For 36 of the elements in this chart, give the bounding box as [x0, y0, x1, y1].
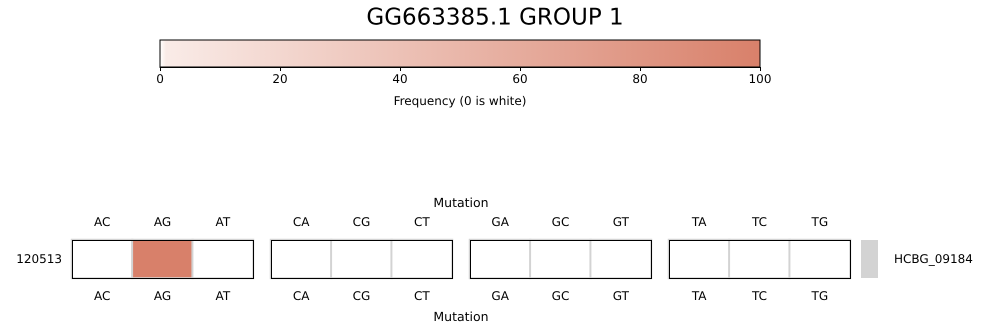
category-label: AC	[94, 215, 110, 229]
category-label: TA	[692, 215, 706, 229]
category-label: AG	[154, 215, 172, 229]
y-tick-label: 120513	[16, 252, 62, 266]
category-label: TC	[752, 215, 768, 229]
category-label: AT	[216, 215, 230, 229]
color-bar-label: 20	[272, 72, 288, 86]
category-label: CT	[414, 215, 430, 229]
chart-title: GG663385.1 GROUP 1	[366, 4, 624, 30]
x-tick-label: TA	[690, 289, 708, 303]
x-tick-label: AC	[94, 289, 110, 303]
x-tick-label: CT	[414, 289, 430, 303]
category-label: CG	[352, 215, 370, 229]
x-tick-label: TG	[810, 289, 828, 303]
color-bar-label: 80	[632, 72, 648, 86]
x-tick-label: AT	[216, 289, 231, 303]
x2-axis-title: Mutation	[433, 195, 489, 210]
category-label: CA	[292, 215, 310, 229]
x-tick-label: CA	[292, 289, 310, 303]
y2-tick-label: HCBG_09184	[894, 252, 973, 266]
x-tick-label: GC	[552, 289, 570, 303]
color-bar-label: 40	[392, 72, 408, 86]
category-label: TG	[812, 215, 828, 229]
category-label: GA	[491, 215, 509, 229]
color-bar-title: Frequency (0 is white)	[394, 94, 526, 108]
x-tick-label: TC	[750, 289, 768, 303]
x-tick-label: AG	[154, 289, 172, 303]
x-axis-title: Mutation	[433, 309, 489, 324]
category-label: GT	[612, 215, 629, 229]
color-bar-label: 60	[512, 72, 528, 86]
category-label: GC	[552, 215, 570, 229]
color-bar-label: 100	[748, 72, 772, 86]
x-tick-label: GA	[491, 289, 510, 303]
color-bar-label: 0	[156, 72, 164, 86]
x-tick-label: CG	[352, 289, 370, 303]
x-tick-label: GT	[612, 289, 630, 303]
